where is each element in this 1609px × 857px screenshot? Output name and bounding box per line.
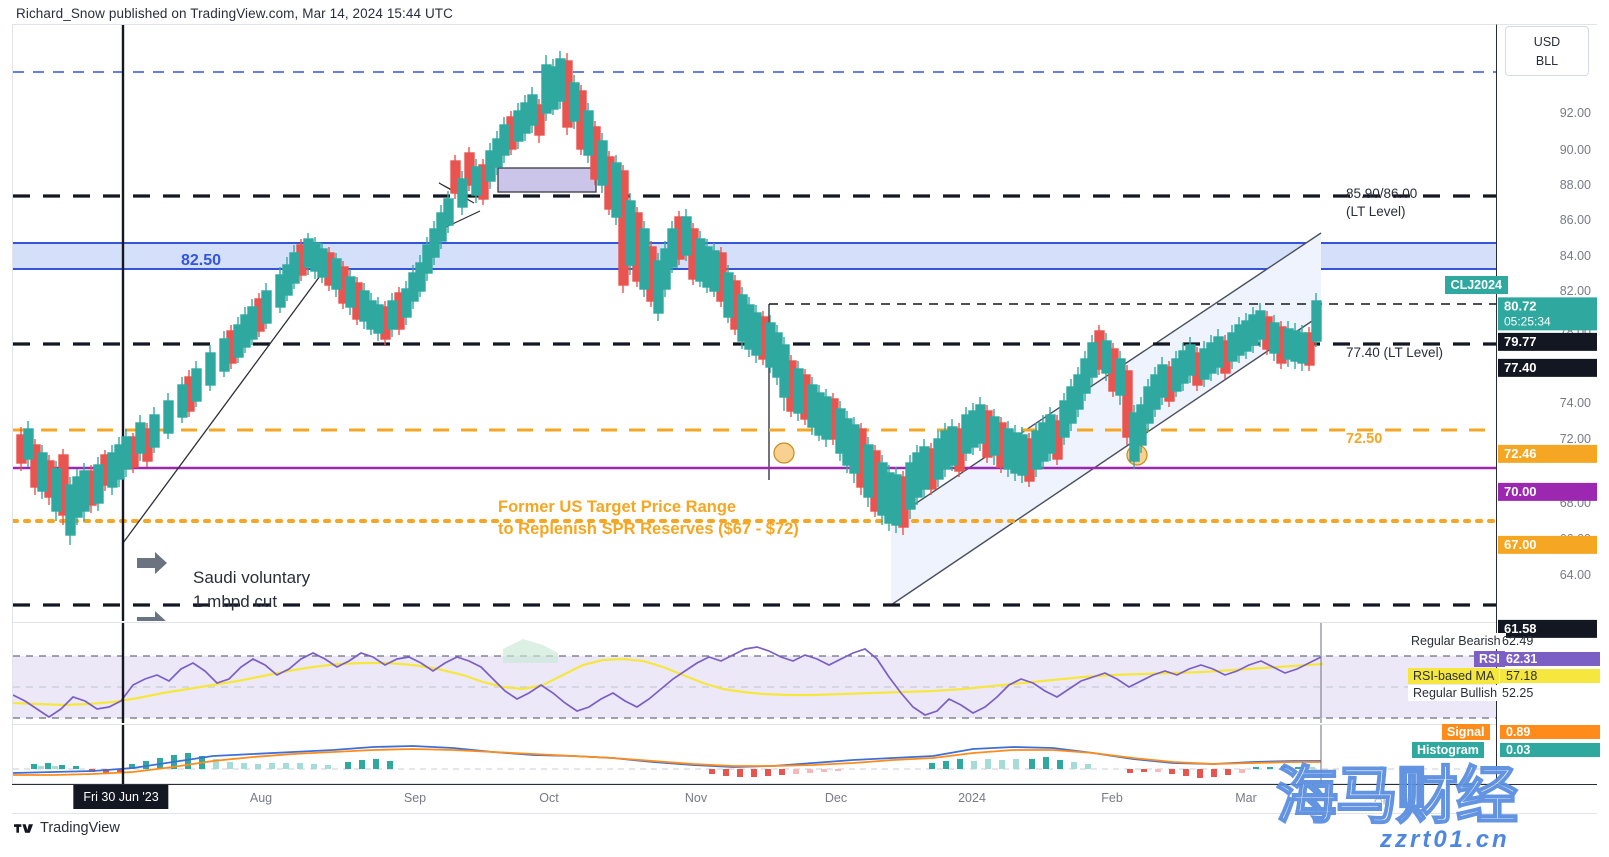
axis-tick: 88.00	[1559, 178, 1591, 192]
date-tick: Nov	[684, 791, 708, 805]
rsi-ma-line	[13, 657, 1324, 707]
date-tick: Feb	[1101, 791, 1123, 805]
rsi-ma-legend-value: 57.18	[1500, 669, 1600, 683]
price-badge-last: 80.72 05:25:34	[1498, 297, 1597, 331]
saudi-line-2: 1 mbpd cut	[193, 592, 278, 612]
event-arrows	[137, 552, 167, 621]
label-7250: 72.50	[1346, 431, 1383, 447]
symbol-tag[interactable]: CLJ2024	[1444, 276, 1508, 294]
rsi-legend-value: 62.31	[1500, 652, 1600, 666]
date-tick: Apr	[1374, 791, 1394, 805]
macd-histogram-value: 0.03	[1500, 743, 1600, 757]
publisher-header: Richard_Snow published on TradingView.co…	[16, 6, 453, 21]
axis-tick: 86.00	[1559, 213, 1591, 227]
axis-tick: 90.00	[1559, 143, 1591, 157]
ascending-channel	[891, 233, 1321, 605]
last-price-value: 80.72	[1504, 298, 1537, 314]
support-zone-8250	[13, 243, 1497, 269]
date-tick: 2024	[958, 791, 986, 805]
rsi-chart-svg	[13, 623, 1497, 723]
retest-marker-1	[773, 442, 795, 464]
spr-line-1: Former US Target Price Range	[498, 498, 737, 516]
axis-tick: 64.00	[1559, 568, 1591, 582]
date-tick: Oct	[539, 791, 559, 805]
date-active-label: Fri 30 Jun '23	[73, 785, 169, 809]
rsi-line	[13, 646, 1322, 719]
currency-selector[interactable]: USD BLL	[1505, 26, 1589, 76]
label-8590: 85.90/86.00 (LT Level)	[1346, 185, 1417, 221]
candle-series	[16, 51, 1322, 545]
date-tick: Mar	[1235, 791, 1257, 805]
price-badge-7246: 72.46	[1498, 444, 1597, 464]
tradingview-logo-icon	[14, 823, 33, 833]
label-spr-range: Former US Target Price Range to Replenis…	[498, 497, 799, 541]
label-7740: 77.40 (LT Level)	[1346, 345, 1444, 360]
chart-canvas[interactable]: 82.50 85.90/86.00 (LT Level) 77.40 (LT L…	[12, 24, 1497, 785]
price-badge-7000: 70.00	[1498, 482, 1597, 502]
bar-countdown: 05:25:34	[1504, 314, 1551, 329]
rsi-legend-bearish-value: 62.49	[1502, 634, 1534, 648]
rsi-ma-legend-name: RSI-based MA	[1408, 668, 1500, 684]
spr-line-2: to Replenish SPR Reserves ($67 - $72)	[498, 519, 799, 538]
date-axis[interactable]: Fri 30 Jun '23 Aug Sep Oct Nov Dec 2024 …	[12, 784, 1597, 814]
price-badge-7977: 79.77	[1498, 332, 1597, 352]
date-tick: Aug	[249, 791, 273, 805]
price-badge-6700: 67.00	[1498, 535, 1597, 555]
date-tick: Dec	[824, 791, 848, 805]
macd-histogram	[31, 753, 1315, 778]
exchange-label[interactable]: BLL	[1535, 53, 1559, 68]
rsi-legend-bearish-name: Regular Bearish	[1406, 633, 1506, 649]
rsi-pane[interactable]	[13, 622, 1497, 723]
label-saudi-cut: Saudi voluntary 1 mbpd cut	[193, 566, 310, 614]
axis-tick: 84.00	[1559, 249, 1591, 263]
label-8590-sub: (LT Level)	[1346, 204, 1406, 220]
watermark-url: zzrt01.cn	[1380, 826, 1510, 853]
rsi-legend-bullish-value: 52.25	[1502, 686, 1534, 700]
macd-signal-value: 0.89	[1500, 725, 1600, 739]
axis-tick: 92.00	[1559, 106, 1591, 120]
supply-box	[497, 167, 597, 193]
rsi-divergence-highlight	[503, 639, 558, 663]
price-pane[interactable]: 82.50 85.90/86.00 (LT Level) 77.40 (LT L…	[13, 25, 1497, 621]
axis-tick: 82.00	[1559, 284, 1591, 298]
date-tick: Sep	[403, 791, 427, 805]
macd-pane[interactable]	[13, 724, 1497, 785]
price-badge-6158: 61.58	[1498, 619, 1597, 639]
tradingview-footer[interactable]: TradingView	[14, 820, 120, 836]
uptrend-line	[122, 256, 335, 544]
axis-tick: 72.00	[1559, 432, 1591, 446]
price-badge-7740: 77.40	[1498, 358, 1597, 378]
rsi-legend-bullish-name: Regular Bullish	[1408, 685, 1503, 701]
tradingview-brand-label: TradingView	[40, 820, 120, 836]
macd-histogram-name: Histogram	[1412, 742, 1484, 758]
macd-signal-name: Signal	[1442, 724, 1490, 740]
currency-label[interactable]: USD	[1533, 34, 1561, 49]
rsi-legend-name: RSI	[1474, 651, 1505, 667]
axis-tick: 74.00	[1559, 396, 1591, 410]
label-8250: 82.50	[181, 252, 222, 269]
price-chart-svg	[13, 25, 1497, 621]
macd-chart-svg	[13, 725, 1497, 785]
label-8590-value: 85.90/86.00	[1346, 186, 1418, 201]
macd-signal-line	[13, 748, 1321, 776]
saudi-line-1: Saudi voluntary	[193, 568, 311, 587]
